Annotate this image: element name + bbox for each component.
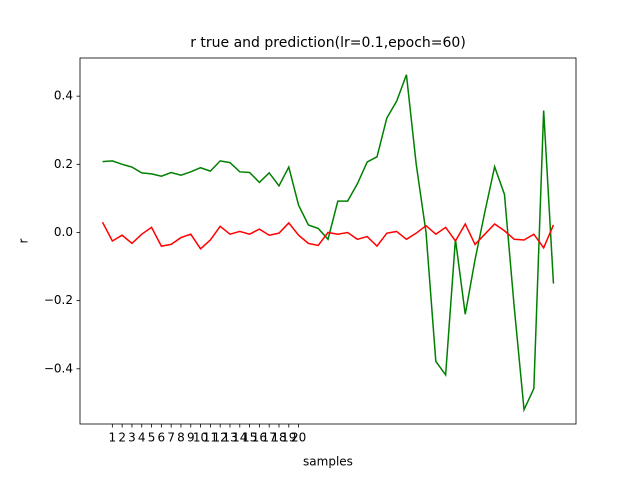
x-tick-label: 18 (271, 431, 286, 445)
x-tick-label: 12 (213, 431, 228, 445)
x-tick-label: 20 (291, 431, 306, 445)
data-line (101, 221, 555, 250)
x-tick-label: 19 (281, 431, 296, 445)
x-tick-label: 4 (138, 431, 146, 445)
x-tick-label: 8 (177, 431, 185, 445)
x-tick-label: 11 (203, 431, 218, 445)
plot-frame (79, 57, 577, 425)
x-tick-label: 6 (158, 431, 166, 445)
y-tick-label: 0.4 (54, 89, 73, 103)
x-tick-label: 17 (262, 431, 277, 445)
x-axis-label: samples (303, 455, 353, 469)
x-tick-label: 9 (187, 431, 195, 445)
x-tick-label: 5 (148, 431, 156, 445)
x-tick-label: 10 (193, 431, 208, 445)
y-tick-label: −0.2 (44, 293, 73, 307)
x-tick-label: 14 (232, 431, 247, 445)
x-tick-label: 1 (109, 431, 117, 445)
y-tick-label: 0.0 (54, 225, 73, 239)
y-tick-label: −0.4 (44, 361, 73, 375)
x-tick-label: 15 (242, 431, 257, 445)
y-axis-label: r (17, 238, 31, 243)
x-tick-label: 16 (252, 431, 267, 445)
x-tick-label: 3 (128, 431, 136, 445)
data-line (102, 74, 555, 413)
x-tick-label: 7 (167, 431, 175, 445)
chart-title: r true and prediction(lr=0.1,epoch=60) (190, 35, 466, 51)
x-tick-label: 2 (118, 431, 126, 445)
y-tick-label: 0.2 (54, 157, 73, 171)
x-tick-label: 13 (222, 431, 237, 445)
